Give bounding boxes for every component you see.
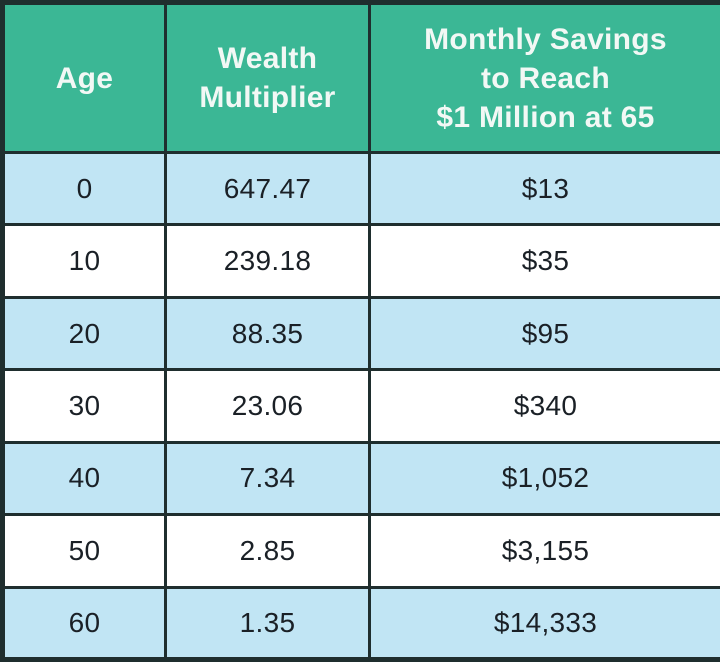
- column-header-age: Age: [1, 1, 167, 154]
- column-header-wealth-multiplier: Wealth Multiplier: [164, 1, 371, 154]
- age-cell: 0: [1, 150, 167, 227]
- age-cell: 40: [1, 440, 167, 517]
- savings-cell: $1,052: [368, 440, 720, 517]
- table-row: 40 7.34 $1,052: [1, 440, 720, 517]
- savings-cell: $95: [368, 295, 720, 372]
- table-row: 10 239.18 $35: [1, 223, 720, 299]
- age-cell: 30: [1, 368, 167, 444]
- table-row: 0 647.47 $13: [1, 150, 720, 227]
- column-header-monthly-savings: Monthly Savings to Reach $1 Million at 6…: [368, 1, 720, 154]
- multiplier-cell: 23.06: [164, 368, 371, 444]
- header-row: Age Wealth Multiplier Monthly Savings to…: [1, 1, 720, 154]
- savings-cell: $35: [368, 223, 720, 299]
- multiplier-cell: 239.18: [164, 223, 371, 299]
- multiplier-cell: 2.85: [164, 513, 371, 589]
- savings-cell: $3,155: [368, 513, 720, 589]
- age-cell: 60: [1, 585, 167, 662]
- table-row: 30 23.06 $340: [1, 368, 720, 444]
- multiplier-cell: 88.35: [164, 295, 371, 372]
- table-header: Age Wealth Multiplier Monthly Savings to…: [1, 1, 720, 154]
- table-body: 0 647.47 $13 10 239.18 $35 20 88.35 $95 …: [1, 150, 720, 662]
- multiplier-cell: 647.47: [164, 150, 371, 227]
- savings-cell: $340: [368, 368, 720, 444]
- table-row: 20 88.35 $95: [1, 295, 720, 372]
- multiplier-cell: 7.34: [164, 440, 371, 517]
- age-cell: 10: [1, 223, 167, 299]
- savings-cell: $13: [368, 150, 720, 227]
- savings-cell: $14,333: [368, 585, 720, 662]
- multiplier-cell: 1.35: [164, 585, 371, 662]
- table-row: 60 1.35 $14,333: [1, 585, 720, 662]
- age-cell: 50: [1, 513, 167, 589]
- age-cell: 20: [1, 295, 167, 372]
- table-row: 50 2.85 $3,155: [1, 513, 720, 589]
